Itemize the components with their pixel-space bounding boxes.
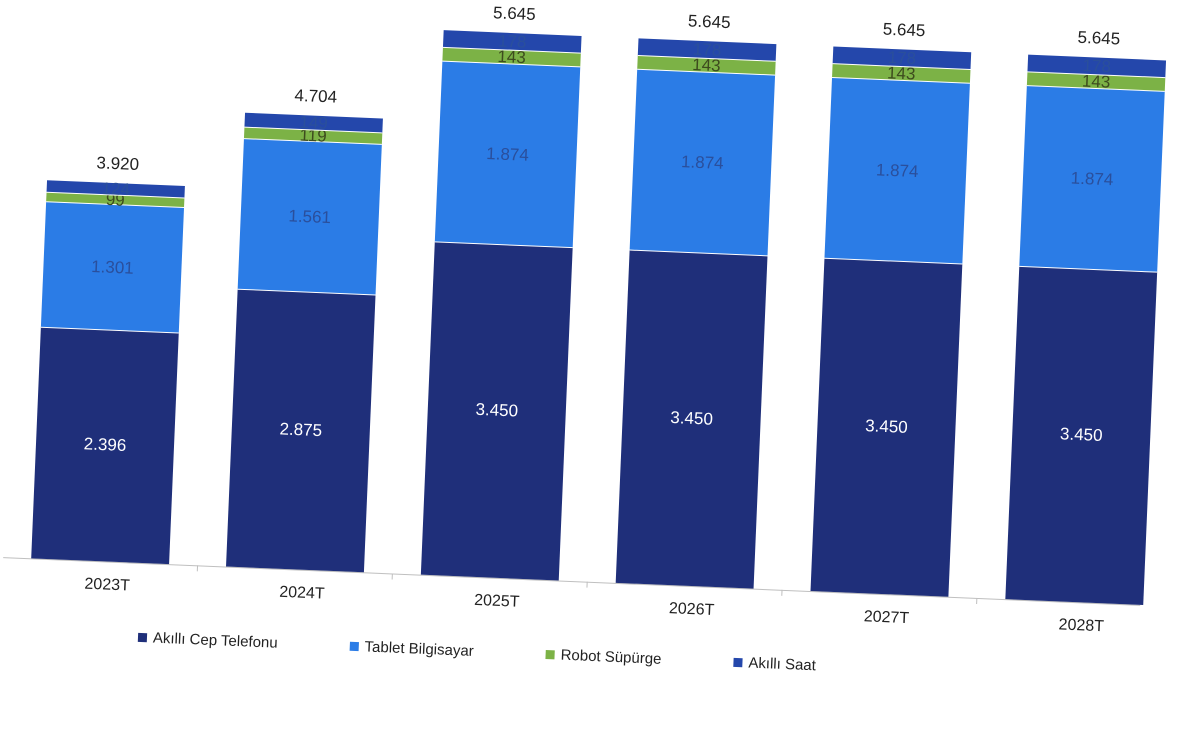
segment-label: 1.874: [486, 144, 529, 165]
segment-label: 2.875: [279, 419, 322, 440]
total-label: 5.645: [688, 11, 731, 32]
category-label: 2023T: [84, 576, 130, 595]
segment-label: 1.561: [288, 206, 331, 227]
total-label: 5.645: [882, 20, 925, 41]
total-label: 5.645: [493, 3, 536, 24]
category-label: 2024T: [279, 584, 325, 603]
segment-label: 178: [498, 32, 527, 52]
category-label: 2028T: [1058, 616, 1104, 635]
total-label: 4.704: [294, 86, 337, 107]
segment-label: 2.396: [83, 434, 126, 455]
segment-label: 3.450: [865, 416, 908, 437]
segment-label: 149: [299, 113, 328, 133]
legend-swatch: [349, 642, 358, 651]
segment-label: 3.450: [475, 400, 518, 421]
legend-item-4: Akıllı Saat: [733, 654, 816, 674]
total-label: 5.645: [1077, 28, 1120, 49]
legend-label: Akıllı Saat: [748, 654, 816, 674]
category-label: 2027T: [863, 608, 909, 627]
segment-label: 1.874: [681, 152, 724, 173]
segment-label: 1.874: [1070, 169, 1113, 190]
legend-swatch: [733, 658, 742, 667]
x-axis-line: [3, 558, 1140, 606]
segment-label: 178: [693, 40, 722, 60]
total-label: 3.920: [96, 153, 139, 174]
segment-label: 178: [887, 48, 916, 68]
legend-swatch: [545, 650, 554, 659]
segment-label: 3.450: [1060, 424, 1103, 445]
segment-label: 178: [1082, 56, 1111, 76]
category-label: 2026T: [669, 600, 715, 619]
segment-label: 124: [101, 179, 130, 199]
legend-swatch: [138, 633, 147, 642]
segment-label: 1.874: [876, 160, 919, 181]
category-label: 2025T: [474, 592, 520, 611]
segment-label: 3.450: [670, 408, 713, 429]
segment-label: 1.301: [91, 257, 134, 278]
